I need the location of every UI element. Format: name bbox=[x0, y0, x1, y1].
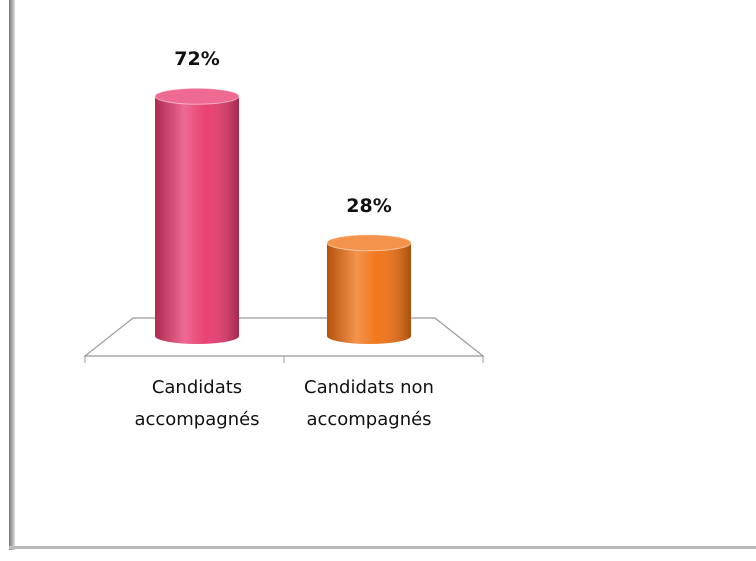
x-tick-label: Candidats accompagnés bbox=[134, 377, 260, 430]
bar-top bbox=[326, 234, 412, 252]
bar-top-light bbox=[327, 234, 411, 251]
bar-shading bbox=[327, 242, 411, 344]
floor bbox=[83, 317, 485, 357]
x-tick-label: Candidats non accompagnés bbox=[304, 377, 434, 430]
frame-left bbox=[9, 0, 15, 550]
bar-shading bbox=[155, 96, 239, 345]
value-label: 72% bbox=[174, 48, 220, 71]
bar-top-light bbox=[155, 88, 239, 105]
frame-bottom bbox=[9, 546, 756, 549]
value-label: 28% bbox=[346, 194, 392, 217]
bar-top bbox=[154, 87, 240, 105]
